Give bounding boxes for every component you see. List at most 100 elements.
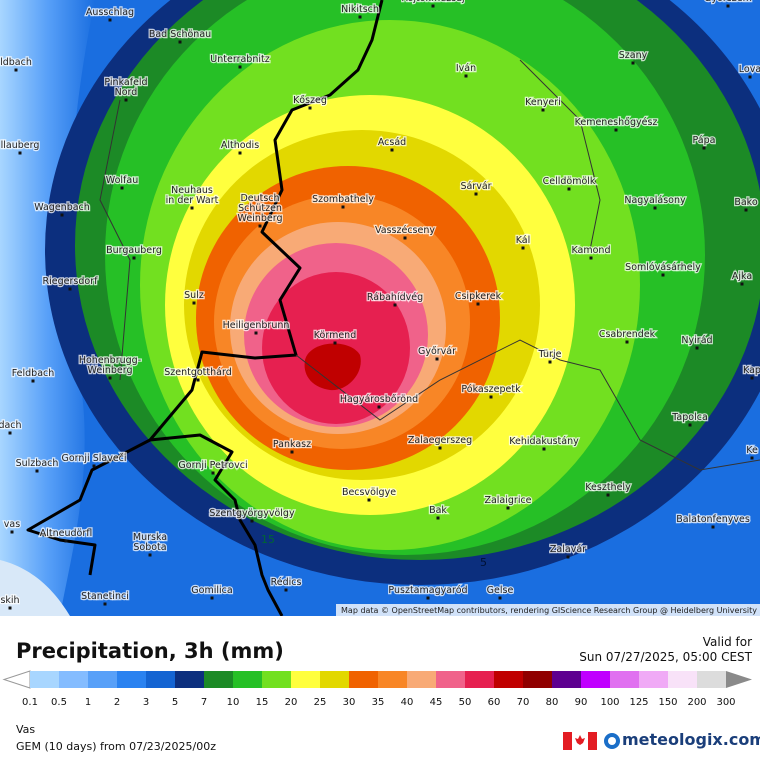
- place-label: Sulz: [184, 290, 204, 301]
- place-label: Kenyeri: [525, 97, 561, 108]
- place-marker: [18, 151, 22, 155]
- place-marker: [192, 301, 196, 305]
- place-label: Kőszeg: [293, 95, 327, 106]
- place-marker: [190, 206, 194, 210]
- legend-label: 90: [575, 697, 588, 708]
- place-labels: Ausschlag Rojtokmuzsaj Győrszem Bad Schönau…: [0, 0, 760, 610]
- place-label: Becsvölgye: [342, 487, 396, 498]
- legend-swatch: [233, 671, 262, 688]
- legend-swatch: [697, 671, 726, 688]
- place-label: Szombathely: [312, 194, 374, 205]
- place-label: Burgauberg: [106, 245, 162, 256]
- legend-label: 100: [600, 697, 619, 708]
- place-marker: [750, 376, 754, 380]
- place-label: Kál: [516, 235, 531, 246]
- valid-label: Valid for: [702, 635, 752, 649]
- place-label: Győrvár: [418, 346, 456, 357]
- place-label: Zalavár: [550, 544, 586, 555]
- legend-label: 0.1: [22, 697, 38, 708]
- brand: meteologix.com: [622, 730, 760, 749]
- place-label: skih: [0, 595, 19, 606]
- place-label: Szany: [619, 50, 648, 61]
- place-label: Schützen: [238, 203, 282, 214]
- place-marker: [566, 555, 570, 559]
- place-marker: [8, 431, 12, 435]
- band-60: [304, 343, 361, 391]
- place-marker: [542, 447, 546, 451]
- place-label: Pusztamagyaród: [388, 585, 467, 596]
- place-label: Pápa: [693, 135, 716, 146]
- place-marker: [631, 61, 635, 65]
- lowest-area: [0, 560, 70, 616]
- place-marker: [489, 395, 493, 399]
- place-label: Althodis: [221, 140, 259, 151]
- place-label: Sobota: [133, 542, 166, 553]
- place-marker: [358, 15, 362, 19]
- legend-swatch: [30, 671, 59, 688]
- place-marker: [250, 519, 254, 523]
- place-marker: [148, 553, 152, 557]
- place-label: Bak: [429, 505, 447, 516]
- legend-label: 20: [285, 697, 298, 708]
- place-label: Pankasz: [273, 439, 311, 450]
- place-marker: [178, 40, 182, 44]
- place-label: Unterrabnitz: [210, 54, 269, 65]
- place-marker: [393, 303, 397, 307]
- place-label: Körmend: [314, 330, 356, 341]
- legend-label: 70: [517, 697, 530, 708]
- legend-swatch: [581, 671, 610, 688]
- legend-label: 7: [201, 697, 207, 708]
- legend-label: 60: [488, 697, 501, 708]
- place-marker: [614, 128, 618, 132]
- place-marker: [108, 18, 112, 22]
- place-label: Kemeneshőgyész: [575, 117, 658, 128]
- legend-label: 125: [629, 697, 648, 708]
- place-marker: [120, 186, 124, 190]
- title: Precipitation, 3h (mm): [16, 639, 284, 663]
- place-marker: [210, 596, 214, 600]
- place-label: ldbach: [0, 57, 32, 68]
- place-marker: [740, 282, 744, 286]
- place-label: Keszthely: [585, 482, 631, 493]
- place-marker: [10, 530, 14, 534]
- place-marker: [390, 148, 394, 152]
- place-marker: [403, 236, 407, 240]
- place-label: Neuhaus: [171, 185, 213, 196]
- contour-label: 5: [480, 556, 487, 569]
- place-marker: [661, 273, 665, 277]
- place-marker: [548, 360, 552, 364]
- place-label: Sulzbach: [16, 458, 59, 469]
- place-marker: [711, 525, 715, 529]
- place-label: Nikitsch: [341, 4, 379, 15]
- place-marker: [8, 606, 12, 610]
- legend-swatch: [88, 671, 117, 688]
- place-marker: [726, 4, 730, 8]
- place-marker: [606, 493, 610, 497]
- place-label: Gornji Petrovci: [178, 460, 247, 471]
- valid-time: Sun 07/27/2025, 05:00 CEST: [579, 650, 752, 664]
- place-label: Zalaigrice: [484, 495, 531, 506]
- place-marker: [132, 256, 136, 260]
- place-marker: [464, 74, 468, 78]
- legend-label: 5: [172, 697, 178, 708]
- place-label: Heiligenbrunn: [223, 320, 290, 331]
- place-label: Riegersdorf: [43, 276, 99, 287]
- legend-swatch: [552, 671, 581, 688]
- place-label: Rábahídvég: [367, 292, 423, 303]
- place-marker: [68, 287, 72, 291]
- place-label: Szentgyörgyvölgy: [209, 508, 295, 519]
- color-legend: 0.1 0.5 1 2 3 5 7 10 15 20 25 30 35 40 45 50 60 70 80 90 100…: [2, 670, 752, 708]
- place-marker: [377, 405, 381, 409]
- place-label: Stanetinci: [81, 591, 129, 602]
- place-marker: [438, 446, 442, 450]
- place-label: Gornji Slaveči: [61, 453, 126, 464]
- place-label: Gelse: [487, 585, 514, 596]
- place-marker: [238, 151, 242, 155]
- legend-swatch: [436, 671, 465, 688]
- legend-swatch: [407, 671, 436, 688]
- place-label: Zalaegerszeg: [408, 435, 472, 446]
- place-label: Iván: [456, 63, 476, 74]
- place-label: Wolfau: [106, 175, 138, 186]
- place-label: Ausschlag: [86, 7, 134, 18]
